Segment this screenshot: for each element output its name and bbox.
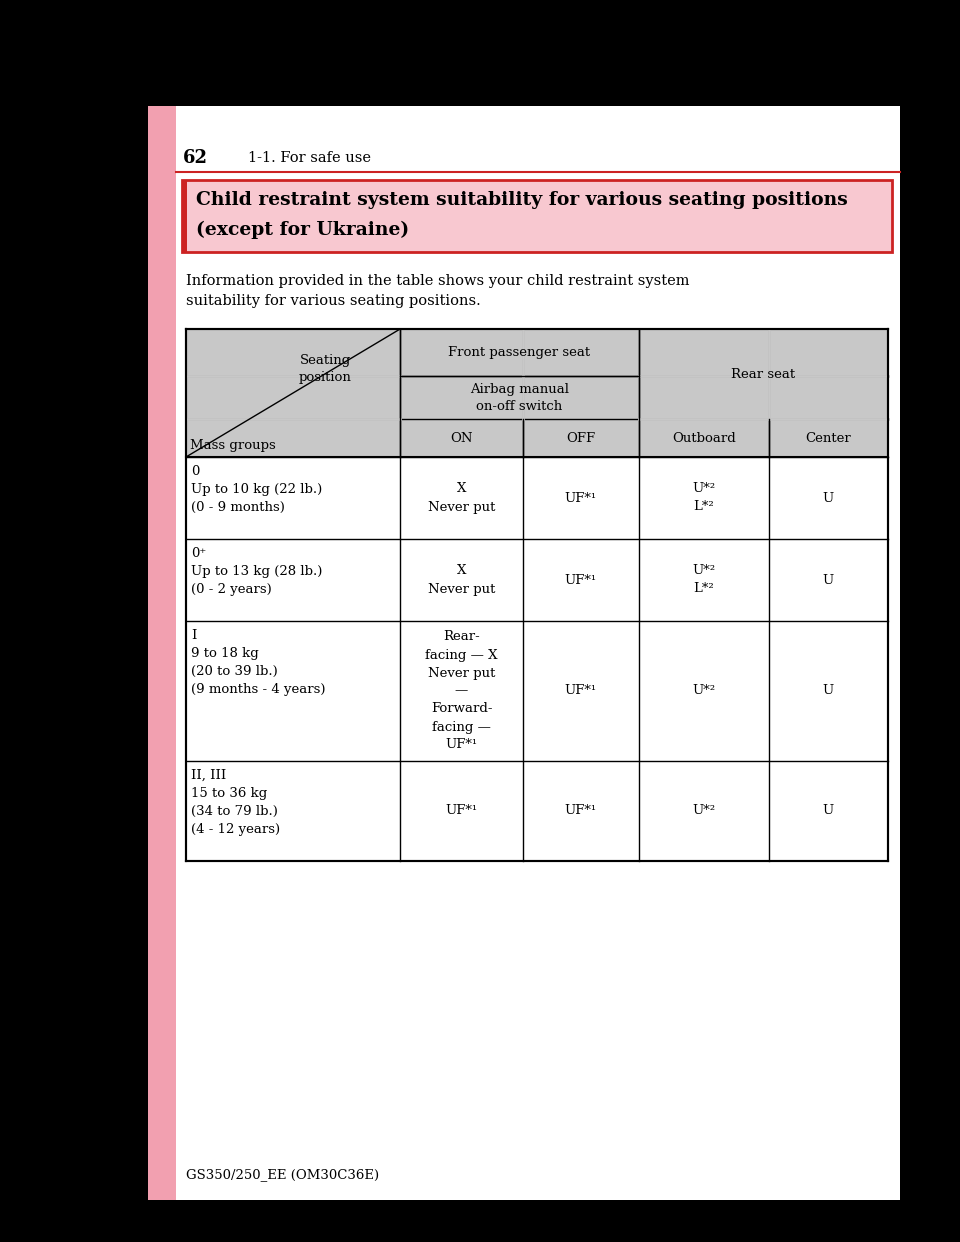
Text: X
Never put: X Never put xyxy=(428,565,495,595)
Text: 1-1. For safe use: 1-1. For safe use xyxy=(248,152,371,165)
Text: U*²: U*² xyxy=(692,805,715,817)
Text: ON: ON xyxy=(450,431,472,445)
Text: UF*¹: UF*¹ xyxy=(564,492,597,504)
Bar xyxy=(638,376,769,419)
Bar xyxy=(182,180,892,252)
Text: Mass groups: Mass groups xyxy=(190,438,276,452)
Text: U*²
L*²: U*² L*² xyxy=(692,482,715,513)
Text: Information provided in the table shows your child restraint system: Information provided in the table shows … xyxy=(186,274,689,288)
Text: 0
Up to 10 kg (22 lb.)
(0 - 9 months): 0 Up to 10 kg (22 lb.) (0 - 9 months) xyxy=(191,465,323,514)
Text: U*²: U*² xyxy=(692,684,715,698)
Text: OFF: OFF xyxy=(566,431,595,445)
Text: 62: 62 xyxy=(183,149,208,166)
Text: Rear seat: Rear seat xyxy=(732,368,796,380)
Text: Airbag manual
on-off switch: Airbag manual on-off switch xyxy=(470,383,569,412)
Text: U: U xyxy=(823,492,834,504)
Text: Front passenger seat: Front passenger seat xyxy=(448,347,590,359)
Text: U*²
L*²: U*² L*² xyxy=(692,565,715,595)
Bar xyxy=(186,329,400,376)
Text: Center: Center xyxy=(805,431,852,445)
Text: UF*¹: UF*¹ xyxy=(564,805,597,817)
Bar xyxy=(638,419,769,457)
Text: U: U xyxy=(823,684,834,698)
Bar xyxy=(523,376,638,419)
Text: Rear-
facing — X
Never put
—
Forward-
facing —
UF*¹: Rear- facing — X Never put — Forward- fa… xyxy=(425,631,498,751)
Text: 0⁺
Up to 13 kg (28 lb.)
(0 - 2 years): 0⁺ Up to 13 kg (28 lb.) (0 - 2 years) xyxy=(191,546,323,596)
Text: UF*¹: UF*¹ xyxy=(445,805,477,817)
Text: I
9 to 18 kg
(20 to 39 lb.)
(9 months - 4 years): I 9 to 18 kg (20 to 39 lb.) (9 months - … xyxy=(191,628,325,696)
Bar xyxy=(182,180,187,252)
Bar xyxy=(523,329,638,376)
Bar xyxy=(523,419,638,457)
Text: suitability for various seating positions.: suitability for various seating position… xyxy=(186,294,481,308)
Text: GS350/250_EE (OM30C36E): GS350/250_EE (OM30C36E) xyxy=(186,1169,379,1181)
Text: Outboard: Outboard xyxy=(672,431,735,445)
Text: X
Never put: X Never put xyxy=(428,482,495,513)
Bar xyxy=(186,419,400,457)
Bar xyxy=(148,106,176,1200)
Text: U: U xyxy=(823,574,834,586)
Text: II, III
15 to 36 kg
(34 to 79 lb.)
(4 - 12 years): II, III 15 to 36 kg (34 to 79 lb.) (4 - … xyxy=(191,769,280,836)
Text: U: U xyxy=(823,805,834,817)
Bar xyxy=(400,419,523,457)
Bar xyxy=(769,329,888,376)
Bar xyxy=(769,419,888,457)
Bar xyxy=(148,106,900,1200)
Text: (except for Ukraine): (except for Ukraine) xyxy=(196,221,409,240)
Text: Seating
position: Seating position xyxy=(299,354,351,384)
Text: UF*¹: UF*¹ xyxy=(564,684,597,698)
Bar xyxy=(400,329,523,376)
Text: Child restraint system suitability for various seating positions: Child restraint system suitability for v… xyxy=(196,191,848,209)
Bar xyxy=(400,376,523,419)
Bar xyxy=(638,329,769,376)
Text: UF*¹: UF*¹ xyxy=(564,574,597,586)
Bar xyxy=(769,376,888,419)
Bar xyxy=(186,376,400,419)
